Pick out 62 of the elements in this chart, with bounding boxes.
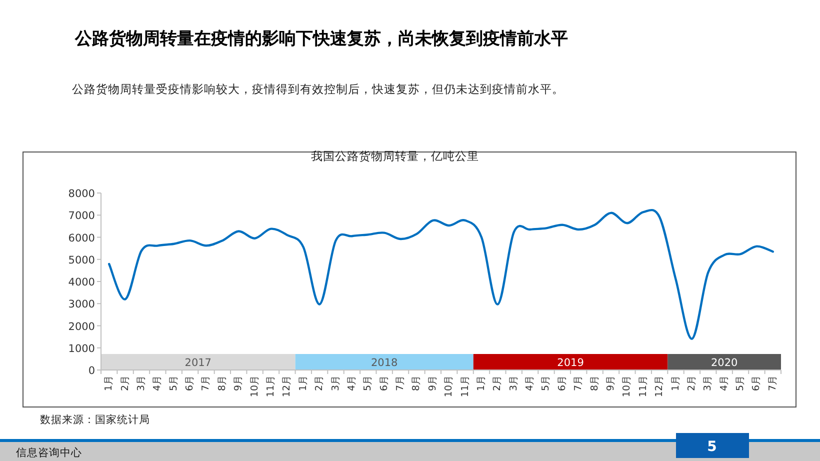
x-tick-label: 9月 (427, 375, 438, 392)
x-tick-label: 6月 (556, 375, 568, 392)
x-tick-label: 10月 (444, 375, 455, 398)
annotation: 2020 (710, 357, 738, 369)
y-tick-label: 5000 (68, 254, 95, 266)
y-tick-label: 1000 (68, 342, 95, 355)
x-tick-label: 4月 (346, 375, 358, 392)
source-note: 数据来源：国家统计局 (40, 413, 150, 426)
chart-subtitle: 公路货物周转量受疫情影响较大，疫情得到有效控制后，快速复苏，但仍未达到疫情前水平。 (72, 82, 564, 96)
y-tick-label: 6000 (68, 232, 95, 244)
chart-title: 公路货物周转量在疫情的影响下快速复苏，尚未恢复到疫情前水平 (74, 29, 568, 49)
x-tick-label: 5月 (362, 375, 374, 392)
x-tick-label: 8月 (589, 375, 600, 392)
x-tick-label: 7月 (395, 375, 406, 392)
x-tick-label: 10月 (249, 375, 260, 398)
x-tick-label: 1月 (298, 375, 309, 392)
x-tick-label: 4月 (524, 375, 536, 392)
text: 信息咨询中心 (16, 446, 82, 459)
x-tick-label: 8月 (216, 375, 228, 392)
x-tick-label: 2月 (314, 375, 326, 392)
x-tick-label: 7月 (573, 375, 584, 392)
x-tick-label: 1月 (670, 375, 682, 392)
x-tick-label: 5月 (168, 375, 180, 392)
y-tick-label: 2000 (68, 320, 95, 333)
annotation: 2017 (184, 357, 212, 369)
y-tick-label: 8000 (68, 188, 95, 200)
x-tick-label: 7月 (767, 375, 778, 392)
x-tick-label: 6月 (378, 375, 390, 392)
x-tick-label: 9月 (606, 375, 616, 392)
text: 我国公路货物周转量，亿吨公里 (311, 149, 479, 163)
x-tick-label: 7月 (200, 375, 212, 392)
x-tick-label: 3月 (508, 375, 520, 392)
x-tick-label: 1月 (104, 375, 115, 392)
x-tick-label: 6月 (184, 375, 196, 392)
x-tick-label: 4月 (152, 375, 164, 392)
x-tick-label: 3月 (702, 375, 714, 392)
x-tick-label: 5月 (735, 375, 746, 392)
line-series (108, 210, 774, 340)
x-tick-label: 2月 (686, 375, 698, 392)
x-tick-label: 2月 (492, 375, 504, 392)
x-tick-label: 11月 (638, 375, 649, 398)
text: 5 (707, 439, 717, 455)
x-tick-label: 9月 (233, 375, 244, 392)
x-tick-label: 11月 (266, 375, 276, 398)
x-tick-label: 11月 (460, 375, 471, 398)
y-tick-label: 0 (88, 365, 95, 377)
x-tick-label: 10月 (622, 375, 633, 398)
x-tick-label: 4月 (718, 375, 730, 392)
x-tick-label: 2月 (120, 375, 131, 392)
x-tick-label: 8月 (411, 375, 422, 392)
y-tick-label: 4000 (68, 276, 95, 288)
x-tick-label: 5月 (540, 375, 552, 392)
annotation: 2019 (557, 357, 584, 369)
x-tick-label: 12月 (654, 375, 666, 398)
x-tick-label: 1月 (476, 375, 487, 392)
y-tick-label: 7000 (68, 210, 95, 222)
x-tick-label: 6月 (751, 375, 762, 392)
x-tick-label: 12月 (282, 375, 293, 398)
annotation: 2018 (370, 357, 398, 369)
x-tick-label: 3月 (136, 375, 147, 392)
y-tick-label: 3000 (68, 298, 95, 311)
x-tick-label: 3月 (330, 375, 342, 392)
